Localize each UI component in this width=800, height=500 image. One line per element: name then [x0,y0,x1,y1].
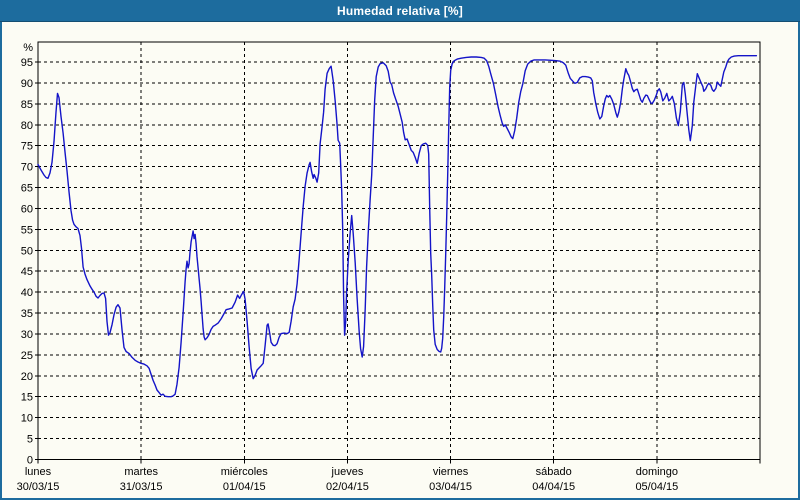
title-bar[interactable]: Humedad relativa [%] [0,0,800,22]
svg-text:5: 5 [27,434,33,446]
svg-text:04/04/15: 04/04/15 [532,481,575,493]
svg-text:90: 90 [21,78,33,90]
svg-text:65: 65 [21,183,33,195]
svg-text:45: 45 [21,266,33,278]
x-gridlines [37,42,761,464]
y-axis-labels: 0 5 10 15 20 25 30 35 40 45 50 55 60 65 70 75 80 85 90 95% [21,42,38,467]
svg-text:0: 0 [27,455,33,467]
svg-text:60: 60 [21,203,33,215]
svg-text:55: 55 [21,224,33,236]
svg-text:05/04/15: 05/04/15 [635,481,678,493]
svg-text:70: 70 [21,162,33,174]
svg-text:viernes: viernes [433,466,469,478]
svg-text:85: 85 [21,99,33,111]
x-axis-labels: lunes 30/03/15 martes 31/03/15 miércoles 01/0… [17,466,679,493]
svg-text:sábado: sábado [536,466,572,478]
svg-text:15: 15 [21,392,33,404]
svg-text:miércoles: miércoles [221,466,269,478]
svg-text:02/04/15: 02/04/15 [326,481,369,493]
svg-text:10: 10 [21,413,33,425]
svg-text:30: 30 [21,329,33,341]
svg-text:03/04/15: 03/04/15 [429,481,472,493]
y-gridlines [38,61,760,440]
svg-text:martes: martes [124,466,158,478]
svg-text:01/04/15: 01/04/15 [223,481,266,493]
svg-text:31/03/15: 31/03/15 [120,481,163,493]
svg-text:95: 95 [21,57,33,69]
svg-text:30/03/15: 30/03/15 [17,481,60,493]
svg-text:20: 20 [21,371,33,383]
svg-text:80: 80 [21,120,33,132]
svg-text:50: 50 [21,245,33,257]
humidity-series-line [37,55,758,398]
svg-text:40: 40 [21,287,33,299]
svg-text:jueves: jueves [331,466,364,478]
svg-text:domingo: domingo [636,466,678,478]
svg-text:lunes: lunes [25,466,52,478]
svg-text:%: % [23,42,33,54]
svg-text:35: 35 [21,308,33,320]
svg-text:75: 75 [21,141,33,153]
window-title: Humedad relativa [%] [336,3,464,18]
svg-text:25: 25 [21,350,33,362]
